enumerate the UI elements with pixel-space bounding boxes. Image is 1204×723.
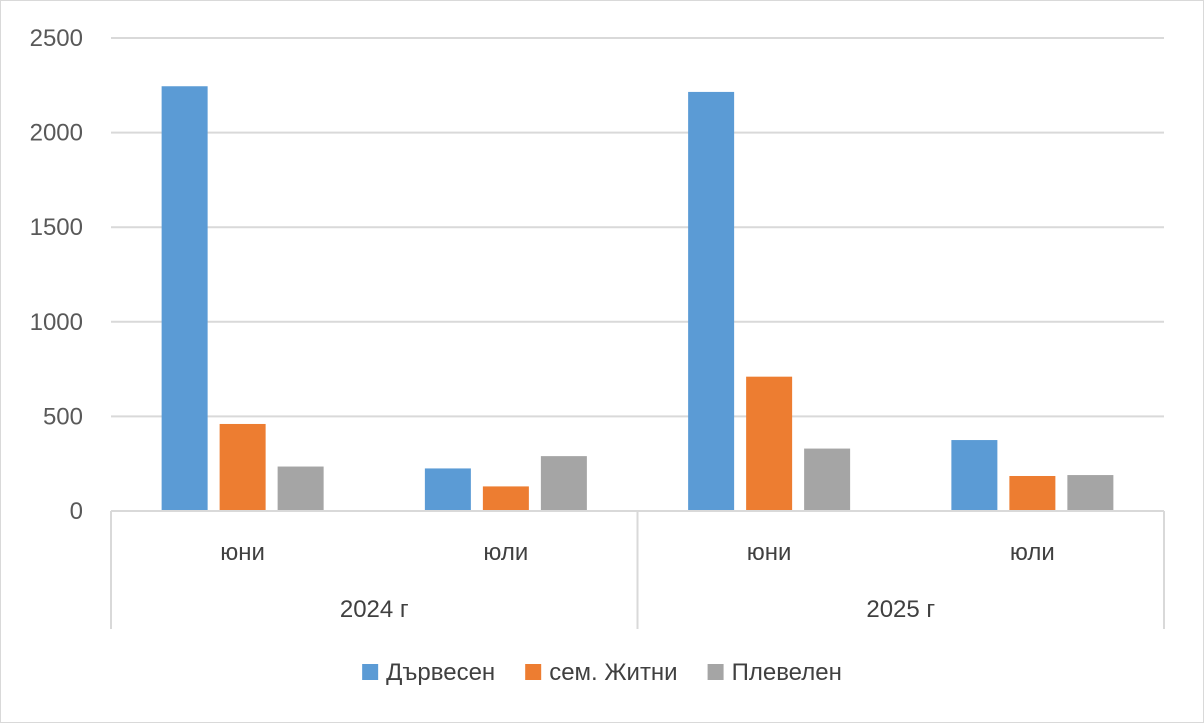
bar-2-2 — [482, 486, 529, 511]
y-tick-label: 500 — [43, 403, 83, 430]
category-label: юни — [220, 539, 265, 566]
bar-3-1 — [277, 466, 324, 511]
bar-1-4 — [951, 440, 998, 511]
bar-2-3 — [746, 376, 793, 511]
bar-3-4 — [1067, 475, 1114, 511]
x-axis-labels: юни юли 2024 г юни юли 2025 г — [220, 539, 1055, 623]
bar-1-2 — [424, 468, 471, 511]
legend-swatch — [362, 664, 379, 680]
legend-swatch — [707, 664, 724, 680]
group-label: 2024 г — [340, 596, 409, 623]
category-label: юли — [1010, 539, 1055, 566]
y-tick-label: 0 — [70, 498, 83, 525]
y-tick-label: 2500 — [30, 25, 83, 52]
group-label: 2025 г — [866, 596, 935, 623]
legend-item: сем. Житни — [525, 659, 678, 686]
y-tick-label: 1000 — [30, 309, 83, 336]
bar-3-2 — [540, 456, 587, 511]
y-tick-label: 2000 — [30, 120, 83, 147]
legend-label: Плевелен — [732, 659, 842, 686]
bar-1-1 — [161, 86, 208, 511]
bar-2-4 — [1009, 475, 1056, 511]
bar-3-3 — [804, 448, 851, 511]
legend-item: Плевелен — [707, 659, 842, 686]
category-label: юни — [747, 539, 792, 566]
y-tick-label: 1500 — [30, 214, 83, 241]
legend-label: Дървесен — [386, 659, 495, 686]
y-axis-tick-labels: 0 500 1000 1500 2000 2500 — [30, 25, 83, 525]
bar-2-1 — [219, 423, 266, 511]
legend: Дървесен сем. Житни Плевелен — [362, 659, 842, 686]
bars — [161, 86, 1114, 511]
legend-item: Дървесен — [362, 659, 495, 686]
x-axis — [110, 510, 1165, 629]
category-label: юли — [483, 539, 528, 566]
legend-swatch — [525, 664, 542, 680]
bar-1-3 — [688, 91, 735, 511]
legend-label: сем. Житни — [549, 659, 677, 686]
gridlines — [111, 37, 1164, 418]
